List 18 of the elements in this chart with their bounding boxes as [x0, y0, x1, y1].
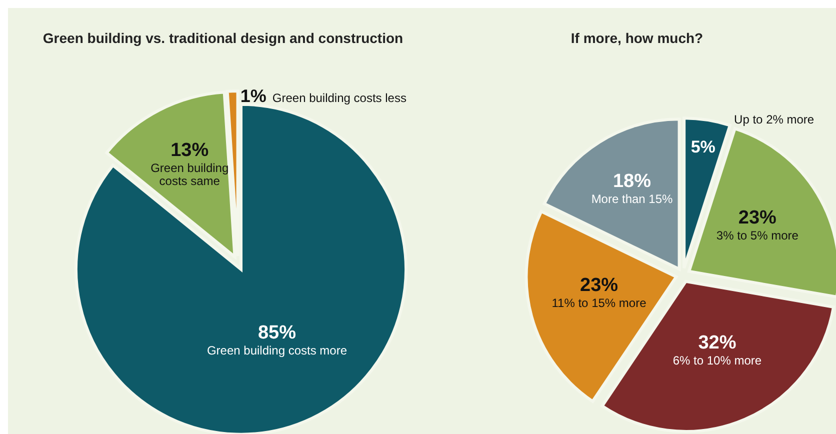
slice-label: Up to 2% more: [734, 112, 814, 127]
slice-label: More than 15%: [591, 192, 674, 206]
data-label: 1%: [240, 86, 266, 106]
chart-title: Green building vs. traditional design and construction: [42, 30, 404, 46]
data-label: 23%: [738, 207, 777, 228]
data-label: 23%: [580, 275, 618, 296]
slice-label: 11% to 15% more: [552, 296, 647, 310]
data-label: 32%: [698, 332, 736, 354]
data-label: 85%: [258, 322, 296, 344]
data-label: 13%: [170, 140, 209, 162]
data-label: 5%: [690, 138, 716, 157]
slice-label: Green building costs more: [206, 343, 348, 358]
slice-label: Green building costs less: [272, 91, 406, 106]
slice-label: Green building costs same: [150, 161, 229, 188]
data-label: 18%: [613, 171, 652, 192]
slice-label: 3% to 5% more: [716, 228, 799, 242]
chart-title: If more, how much?: [570, 30, 704, 46]
slice-label: 6% to 10% more: [672, 353, 762, 368]
